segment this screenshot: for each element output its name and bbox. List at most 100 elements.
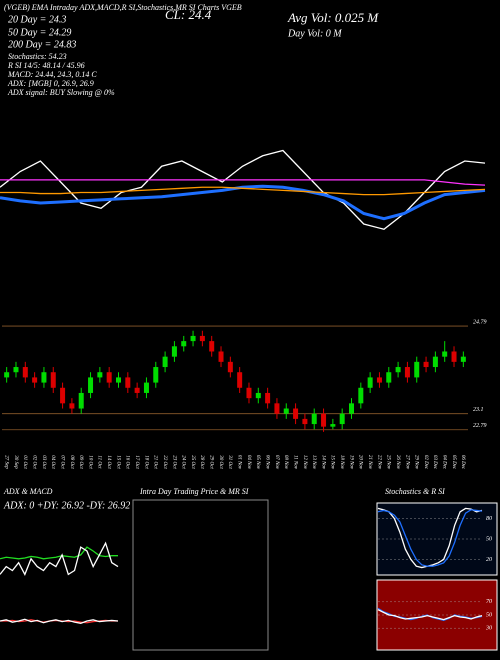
y-tick-label: 70 [486, 599, 492, 605]
candle-body [386, 372, 392, 383]
x-tick-label: 21 Nov [367, 455, 372, 470]
x-tick-label: 03 Oct [41, 455, 46, 469]
candle-body [125, 377, 131, 388]
intraday-frame [132, 499, 269, 651]
candle-body [199, 335, 205, 342]
x-tick-label: 16 Oct [125, 455, 130, 469]
x-tick-label: 24 Oct [181, 455, 186, 469]
x-tick-label: 01 Oct [22, 455, 27, 469]
y-tick-label: 24.79 [473, 318, 487, 325]
candle-body [265, 392, 271, 404]
series-line [0, 179, 486, 186]
candle-body [50, 372, 56, 388]
x-tick-label: 20 Nov [358, 455, 363, 470]
candle-body [311, 413, 317, 425]
candle-body [13, 367, 19, 373]
chart-header: (VGEB) EMA Intraday ADX,MACD,R SI,Stocha… [4, 3, 242, 12]
candle-body [330, 424, 336, 427]
candle-body [302, 418, 308, 425]
y-tick-label: 20 [486, 557, 492, 563]
x-tick-label: 01 Nov [237, 455, 242, 470]
candle-body [293, 408, 299, 419]
series-line [377, 507, 483, 569]
candle-body [460, 356, 466, 362]
stat: ADX signal: BUY Slowing @ 0% [7, 88, 115, 97]
candle-body [97, 372, 103, 378]
stat: MACD: 24.44, 24.3, 0.14 C [7, 70, 97, 79]
candle-body [395, 367, 401, 373]
candle-body [190, 335, 196, 342]
candle-body [88, 377, 94, 393]
candle-body [358, 387, 364, 404]
candle-body [246, 387, 252, 399]
x-tick-label: 28 Oct [199, 455, 204, 469]
x-tick-label: 25 Nov [386, 455, 391, 470]
candle-body [162, 356, 168, 368]
x-tick-label: 05 Dec [451, 455, 456, 470]
x-tick-label: 11 Oct [97, 455, 102, 469]
candle-body [143, 382, 149, 393]
panel-title: Intra Day Trading Price & MR SI [139, 487, 249, 496]
candle-body [404, 367, 410, 378]
panel-title: Stochastics & R SI [385, 487, 445, 496]
series-line [0, 184, 486, 221]
candle-body [181, 341, 187, 347]
x-tick-label: 05 Nov [255, 455, 260, 470]
x-tick-label: 22 Oct [162, 455, 167, 469]
x-tick-label: 14 Nov [320, 455, 325, 470]
candle-body [153, 367, 159, 383]
y-tick-label: 22.79 [473, 423, 487, 429]
candle-body [209, 341, 215, 352]
stat: Stochastics: 54.23 [8, 52, 67, 61]
x-tick-label: 09 Oct [78, 455, 83, 469]
candle-body [321, 413, 327, 427]
candle-body [106, 372, 112, 383]
candle-body [283, 408, 289, 414]
y-tick-label: 50 [486, 612, 492, 618]
day-volume: Day Vol: 0 M [287, 28, 342, 39]
x-tick-label: 08 Oct [69, 455, 74, 469]
candle-body [451, 351, 457, 362]
candle-body [423, 361, 429, 368]
y-tick-label: 50 [486, 536, 492, 542]
x-tick-label: 03 Dec [432, 455, 437, 470]
x-tick-label: 02 Dec [423, 455, 428, 470]
series-line [0, 546, 118, 560]
x-tick-label: 23 Oct [171, 455, 176, 469]
candle-body [116, 377, 121, 383]
candle-body [41, 372, 47, 383]
candle-body [442, 351, 448, 357]
x-tick-label: 10 Oct [87, 455, 92, 469]
candle-body [171, 346, 177, 357]
x-tick-label: 15 Oct [115, 455, 120, 469]
avg-volume: Avg Vol: 0.025 M [287, 10, 379, 25]
x-tick-label: 08 Nov [283, 455, 288, 470]
candle-body [255, 392, 261, 399]
x-tick-label: 27 Sep [4, 455, 9, 469]
series-line [0, 618, 119, 624]
x-tick-label: 25 Oct [190, 455, 195, 469]
candle-body [134, 387, 140, 393]
x-tick-label: 14 Oct [106, 455, 111, 469]
candle-body [376, 377, 382, 383]
x-tick-label: 13 Nov [311, 455, 316, 470]
candle-body [274, 403, 280, 414]
close-price: CL: 24.4 [165, 7, 212, 22]
candle-body [32, 377, 38, 383]
x-tick-label: 18 Nov [339, 455, 344, 470]
series-line [377, 509, 483, 567]
candle-body [60, 387, 66, 404]
x-tick-label: 19 Nov [348, 455, 353, 470]
x-tick-label: 12 Nov [302, 455, 307, 470]
x-tick-label: 06 Dec [460, 455, 465, 470]
x-tick-label: 27 Nov [404, 455, 409, 470]
x-tick-label: 04 Nov [246, 455, 251, 470]
candle-body [69, 403, 75, 409]
candle-body [349, 403, 354, 414]
series-line [377, 609, 483, 621]
x-tick-label: 26 Nov [395, 455, 400, 470]
stat: R SI 14/5: 48.14 / 45.96 [7, 61, 85, 70]
x-tick-label: 15 Nov [330, 455, 335, 470]
x-tick-label: 31 Oct [227, 455, 232, 469]
candle-body [218, 351, 224, 362]
